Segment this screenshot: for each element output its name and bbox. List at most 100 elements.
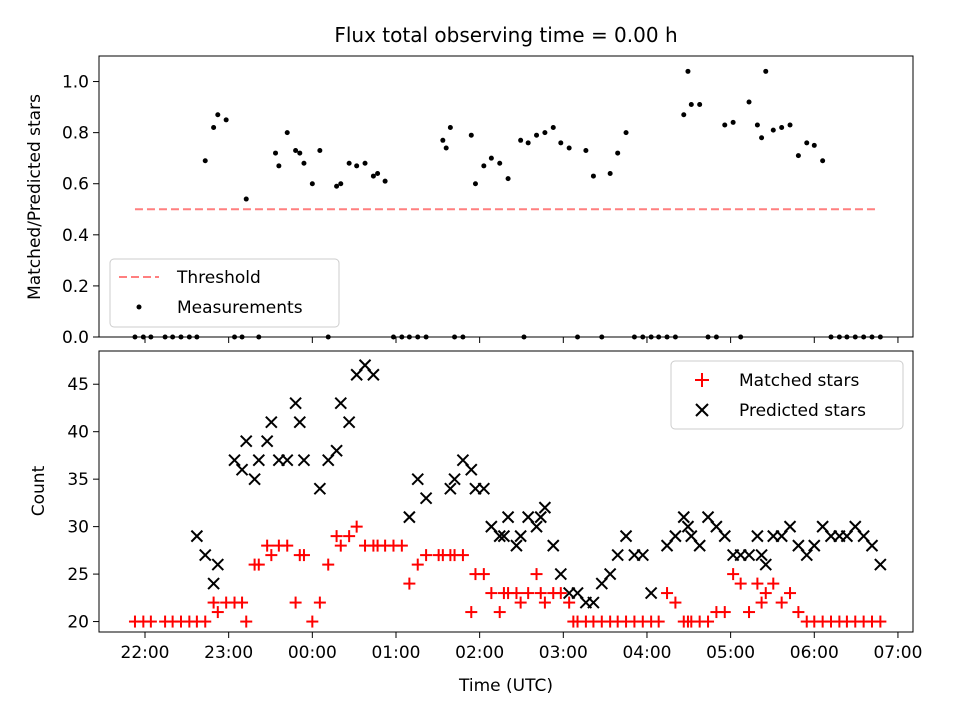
predicted-star-marker <box>265 415 278 429</box>
predicted-star-marker <box>207 577 220 590</box>
predicted-star-marker <box>800 548 813 562</box>
measurement-point <box>754 122 760 128</box>
measurement-point <box>590 173 596 179</box>
measurement-point <box>525 140 531 146</box>
predicted-star-marker <box>611 548 624 562</box>
count-y-tick-label: 45 <box>67 375 89 395</box>
matched-star-marker <box>718 606 731 619</box>
measurement-point <box>297 150 303 156</box>
predicted-star-marker <box>313 482 327 495</box>
measurement-point <box>370 173 376 179</box>
ratio-legend-box <box>109 258 340 328</box>
matched-star-marker <box>465 606 478 619</box>
ratio-y-tick-label: 0.4 <box>62 226 89 246</box>
count-x-tick-label: 23:00 <box>204 643 253 663</box>
measurement-point <box>375 171 381 177</box>
predicted-star-marker <box>538 501 552 514</box>
predicted-star-marker <box>718 529 731 543</box>
measurement-point <box>795 153 801 159</box>
predicted-star-marker <box>411 472 424 486</box>
ratio-panel: Flux total observing time = 0.00 h Match… <box>25 23 914 348</box>
predicted-star-marker <box>419 491 433 505</box>
measurement-point <box>566 145 572 151</box>
predicted-star-marker <box>636 548 649 562</box>
predicted-star-marker <box>681 520 695 533</box>
predicted-star-marker <box>477 482 491 495</box>
matched-star-marker <box>734 577 747 590</box>
ratio-panel-frame <box>98 55 914 338</box>
matched-star-marker <box>530 568 543 581</box>
matched-star-marker <box>538 596 551 609</box>
predicted-star-marker <box>281 453 294 467</box>
measurement-point <box>685 68 691 74</box>
matched-star-marker <box>403 577 416 590</box>
predicted-star-marker <box>554 567 568 581</box>
measurement-point <box>443 145 449 151</box>
measurement-point <box>623 130 629 136</box>
measurement-point <box>243 196 249 202</box>
matched-star-marker <box>784 587 797 600</box>
ratio-y-tick-label: 0.2 <box>62 277 89 297</box>
measurement-point <box>334 183 340 189</box>
predicted-star-marker <box>874 558 887 571</box>
count-x-tick-label: 00:00 <box>288 643 337 663</box>
measurement-point <box>284 130 290 136</box>
matched-star-marker <box>395 539 408 552</box>
measurement-point <box>770 127 776 133</box>
count-x-tick-label: 07:00 <box>873 643 922 663</box>
measurement-point <box>382 178 388 184</box>
matched-star-marker <box>420 549 433 562</box>
matched-star-marker <box>755 596 768 609</box>
matched-star-marker <box>265 549 278 562</box>
matched-star-marker <box>281 539 294 552</box>
predicted-star-marker <box>587 596 600 609</box>
measurement-point <box>338 181 344 187</box>
count-y-tick-label: 30 <box>67 518 89 538</box>
matched-star-marker <box>702 615 715 628</box>
count-legend: Matched stars Predicted stars <box>670 360 904 430</box>
ratio-y-tick-label: 1.0 <box>62 73 89 93</box>
measurement-point <box>550 125 556 131</box>
count-panel-ticks: 20 25 30 35 40 45 22:00 23:00 00:00 01:00 02:00 03:… <box>67 375 922 663</box>
matched-star-marker <box>456 549 469 562</box>
matched-star-marker <box>289 596 302 609</box>
matched-star-marker <box>775 596 788 609</box>
matched-star-marker <box>240 615 253 628</box>
count-panel-frame <box>98 350 914 633</box>
matched-star-marker <box>510 587 523 600</box>
matched-star-marker <box>522 587 535 600</box>
measurement-point <box>354 163 360 169</box>
count-y-tick-label: 35 <box>67 470 89 490</box>
measurement-point <box>362 160 368 166</box>
matched-star-marker <box>792 606 805 619</box>
matched-star-marker <box>350 520 363 533</box>
matched-star-marker <box>313 596 326 609</box>
legend-predicted-label: Predicted stars <box>739 401 866 421</box>
legend-measurements-label: Measurements <box>177 298 303 318</box>
measurement-point <box>317 148 323 154</box>
count-x-tick-label: 03:00 <box>539 643 588 663</box>
matched-star-marker <box>554 587 567 600</box>
matched-star-marker <box>563 596 576 609</box>
count-x-tick-label: 06:00 <box>790 643 839 663</box>
predicted-star-marker <box>211 558 225 571</box>
predicted-star-marker <box>501 510 515 524</box>
measurement-point <box>759 135 765 141</box>
measurement-point <box>534 132 540 138</box>
predicted-star-marker <box>783 520 797 533</box>
matched-star-marker <box>652 615 665 628</box>
predicted-star-marker <box>497 529 511 543</box>
predicted-star-marker <box>530 520 543 533</box>
matched-star-marker <box>261 539 274 552</box>
predicted-star-marker <box>619 529 633 543</box>
predicted-star-marker <box>755 548 768 562</box>
count-x-tick-label: 02:00 <box>455 643 504 663</box>
matched-star-marker <box>514 596 527 609</box>
predicted-star-marker <box>199 548 212 562</box>
predicted-star-marker <box>342 415 356 429</box>
measurement-point <box>763 68 769 74</box>
predicted-star-marker <box>293 415 306 429</box>
measurement-point <box>211 125 217 131</box>
